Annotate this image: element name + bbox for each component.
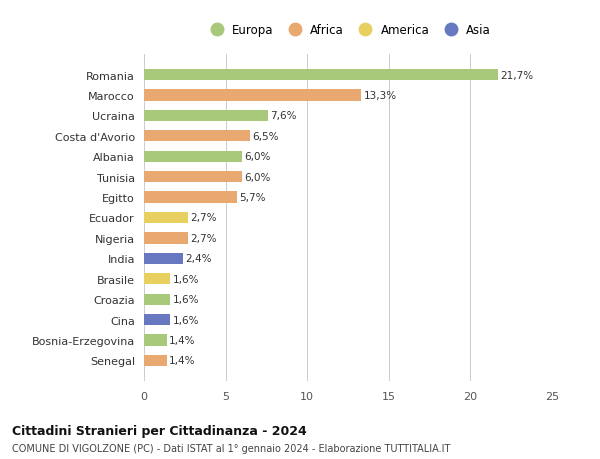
Bar: [144, 213, 188, 224]
Bar: [144, 294, 170, 305]
Bar: [144, 90, 361, 101]
Bar: [144, 335, 167, 346]
Text: 13,3%: 13,3%: [364, 91, 397, 101]
Bar: [144, 70, 498, 81]
Text: 2,7%: 2,7%: [191, 233, 217, 243]
Bar: [144, 192, 237, 203]
Text: 1,6%: 1,6%: [173, 315, 199, 325]
Bar: [144, 274, 170, 285]
Text: 6,5%: 6,5%: [253, 132, 279, 141]
Bar: [144, 355, 167, 366]
Text: COMUNE DI VIGOLZONE (PC) - Dati ISTAT al 1° gennaio 2024 - Elaborazione TUTTITAL: COMUNE DI VIGOLZONE (PC) - Dati ISTAT al…: [12, 443, 451, 453]
Bar: [144, 233, 188, 244]
Bar: [144, 111, 268, 122]
Bar: [144, 172, 242, 183]
Text: 6,0%: 6,0%: [244, 152, 271, 162]
Text: 1,4%: 1,4%: [169, 335, 196, 345]
Text: Cittadini Stranieri per Cittadinanza - 2024: Cittadini Stranieri per Cittadinanza - 2…: [12, 424, 307, 437]
Bar: [144, 151, 242, 162]
Text: 7,6%: 7,6%: [271, 111, 297, 121]
Text: 2,4%: 2,4%: [185, 254, 212, 264]
Text: 2,7%: 2,7%: [191, 213, 217, 223]
Text: 1,6%: 1,6%: [173, 274, 199, 284]
Text: 1,4%: 1,4%: [169, 356, 196, 365]
Text: 1,6%: 1,6%: [173, 295, 199, 304]
Bar: [144, 314, 170, 325]
Text: 5,7%: 5,7%: [239, 193, 266, 203]
Text: 21,7%: 21,7%: [500, 71, 534, 80]
Bar: [144, 131, 250, 142]
Legend: Europa, Africa, America, Asia: Europa, Africa, America, Asia: [203, 22, 493, 39]
Bar: [144, 253, 183, 264]
Text: 6,0%: 6,0%: [244, 172, 271, 182]
